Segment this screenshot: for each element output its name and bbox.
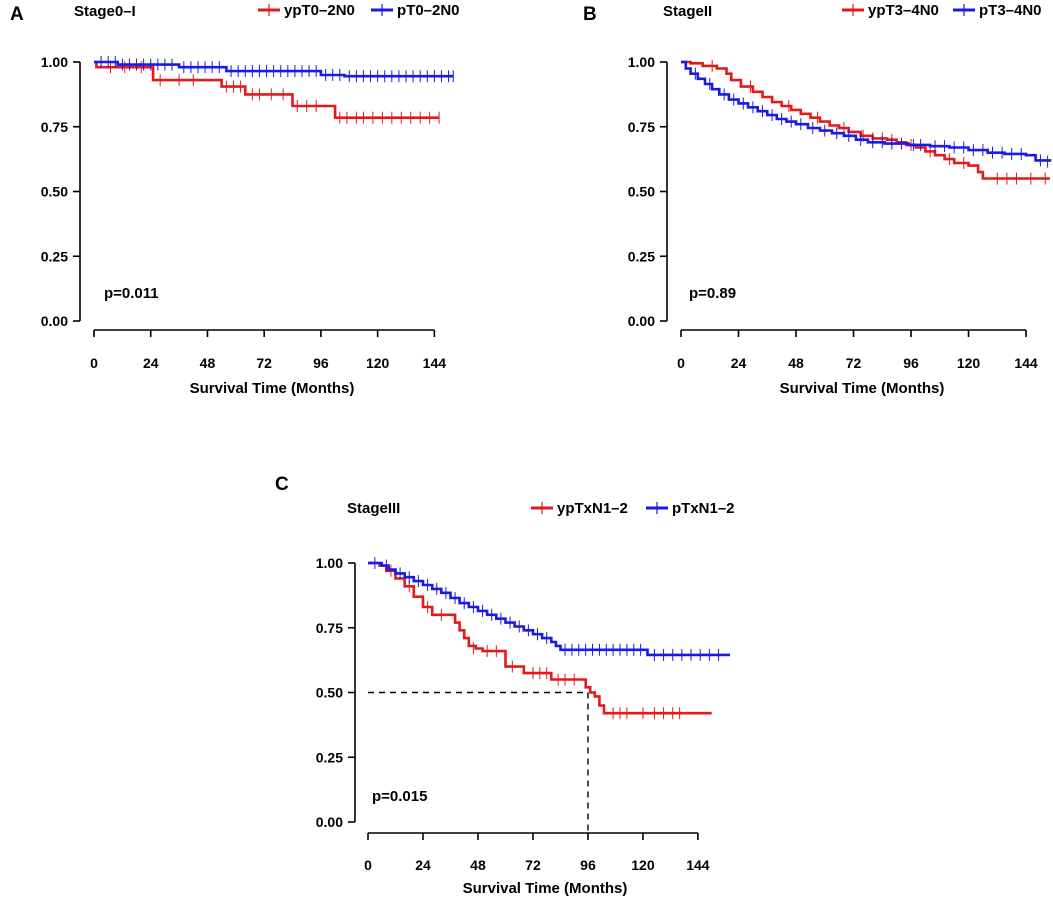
panel-a-letter: A (10, 4, 24, 25)
panel-a-xlabel: Survival Time (Months) (190, 380, 355, 397)
panel-c-series-yp-line (368, 561, 712, 715)
panel-a-legend-label: ypT0–2N0 (284, 2, 355, 19)
panel-b-ytick-label: 0.00 (628, 313, 655, 329)
panel-a-series-p (94, 56, 454, 83)
panel-c-pvalue: p=0.015 (372, 788, 427, 805)
panel-a-xtick-label: 120 (366, 355, 390, 371)
panel-b-legend-label: ypT3–4N0 (868, 2, 939, 19)
panel-a-ytick-label: 0.25 (41, 248, 68, 264)
panel-c-ytick-label: 0.50 (316, 685, 343, 701)
panel-b: B StageII 0.00 0.25 0.50 0.75 1.00 0 24 48 72 96 120… (583, 2, 1052, 397)
panel-c-legend-label: pTxN1–2 (672, 500, 735, 517)
panel-a-legend-label: pT0–2N0 (397, 2, 460, 19)
panel-a-ytick-label: 1.00 (41, 54, 68, 70)
panel-b-xtick-label: 24 (731, 355, 747, 371)
panel-b-series-p (681, 60, 1052, 168)
panel-a: A Stage0–I 0.00 0.25 0.50 0.75 1.00 0 24 48 72 96 12… (10, 2, 460, 397)
panel-a-xtick-label: 96 (313, 355, 329, 371)
panel-c-xlabel: Survival Time (Months) (463, 880, 628, 897)
panel-a-xtick-label: 0 (90, 355, 98, 371)
panel-a-ytick-label: 0.50 (41, 184, 68, 200)
panel-c-ytick-label: 0.00 (316, 814, 343, 830)
panel-b-ytick-label: 1.00 (628, 54, 655, 70)
panel-b-xtick-label: 48 (788, 355, 804, 371)
panel-c-xtick-label: 96 (580, 857, 596, 873)
panel-b-xtick-label: 72 (846, 355, 862, 371)
panel-c-series-p (368, 557, 730, 661)
panel-b-ytick-label: 0.25 (628, 248, 655, 264)
panel-c-series-p-line (368, 561, 730, 657)
panel-c-letter: C (275, 474, 289, 495)
panel-b-xtick-label: 120 (957, 355, 981, 371)
panel-a-xtick-label: 48 (200, 355, 216, 371)
panel-b-xlabel: Survival Time (Months) (780, 380, 945, 397)
panel-c-title: StageIII (347, 500, 400, 517)
panel-b-series-p-line (681, 60, 1052, 162)
panel-c-xtick-label: 72 (525, 857, 541, 873)
panel-a-pvalue: p=0.011 (104, 285, 159, 302)
panel-b-series-yp-line (681, 60, 1050, 180)
panel-c-legend-label: ypTxN1–2 (557, 500, 628, 517)
panel-b-letter: B (583, 4, 597, 25)
panel-b-xtick-label: 144 (1014, 355, 1038, 371)
panel-c-xtick-label: 48 (470, 857, 486, 873)
panel-c-xtick-label: 144 (686, 857, 710, 873)
panel-a-ytick-label: 0.75 (41, 119, 68, 135)
panel-c-ytick-label: 0.25 (316, 749, 343, 765)
panel-c-xtick-label: 0 (364, 857, 372, 873)
panel-c-series-yp (368, 561, 712, 720)
panel-b-series-yp (681, 59, 1050, 185)
panel-a-xtick-label: 72 (256, 355, 272, 371)
panel-a-ytick-label: 0.00 (41, 313, 68, 329)
panel-b-ytick-label: 0.50 (628, 184, 655, 200)
panel-b-legend-label: pT3–4N0 (979, 2, 1042, 19)
panel-b-xtick-label: 96 (903, 355, 919, 371)
panel-c-ytick-label: 0.75 (316, 620, 343, 636)
panel-b-ytick-label: 0.75 (628, 119, 655, 135)
panel-b-pvalue: p=0.89 (689, 285, 736, 302)
panel-c-xtick-label: 120 (631, 857, 655, 873)
panel-c-ytick-label: 1.00 (316, 555, 343, 571)
panel-a-xtick-label: 24 (143, 355, 159, 371)
panel-c: C StageIII 0.00 0.25 0.50 0.75 1.00 0 24 48 72 96 12… (275, 474, 735, 897)
panel-a-xtick-label: 144 (423, 355, 447, 371)
panel-c-xtick-label: 24 (415, 857, 431, 873)
panel-a-series-p-line (94, 60, 454, 78)
panel-b-xtick-label: 0 (677, 355, 685, 371)
panel-b-title: StageII (663, 3, 712, 20)
panel-a-title: Stage0–I (74, 3, 136, 20)
